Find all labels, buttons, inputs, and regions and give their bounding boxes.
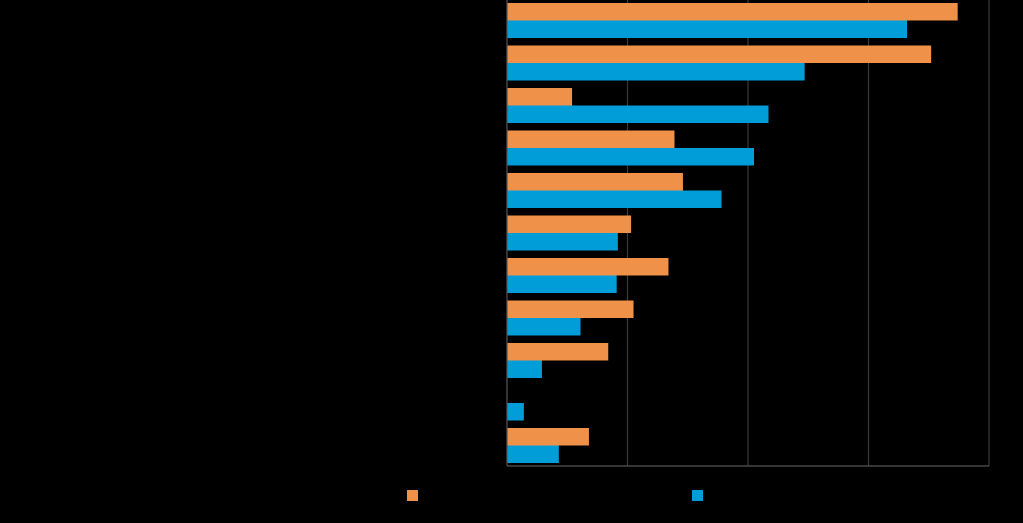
bar-series2-cat11 (507, 445, 559, 463)
bar-series2-cat5 (507, 190, 722, 208)
bar-series2-cat10 (507, 403, 524, 421)
bar-series2-cat6 (507, 233, 618, 251)
legend-item-series-2 (692, 490, 709, 501)
bar-series2-cat9 (507, 360, 542, 378)
legend-swatch-series-2 (692, 490, 703, 501)
bar-series1-cat1 (507, 3, 958, 21)
bar-series1-cat7 (507, 258, 669, 276)
bar-series1-cat3 (507, 88, 573, 106)
bar-series2-cat3 (507, 105, 769, 123)
legend-swatch-series-1 (407, 490, 418, 501)
bar-series2-cat2 (507, 63, 805, 81)
bar-series1-cat9 (507, 343, 609, 361)
bar-series1-cat5 (507, 173, 683, 191)
bar-series2-cat7 (507, 275, 617, 293)
legend-item-series-1 (407, 490, 424, 501)
bar-series1-cat2 (507, 45, 932, 63)
bar-series1-cat11 (507, 428, 589, 446)
bar-series2-cat1 (507, 20, 908, 38)
bar-series1-cat6 (507, 215, 632, 233)
bar-series1-cat4 (507, 130, 675, 148)
bar-series2-cat8 (507, 318, 581, 336)
bar-series1-cat8 (507, 300, 634, 318)
bar-series2-cat4 (507, 148, 755, 166)
